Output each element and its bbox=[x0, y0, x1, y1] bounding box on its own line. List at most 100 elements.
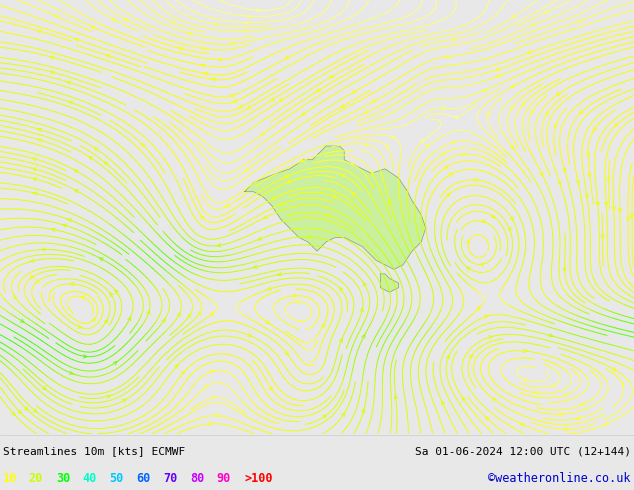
FancyArrowPatch shape bbox=[527, 50, 531, 54]
FancyArrowPatch shape bbox=[69, 371, 74, 374]
FancyArrowPatch shape bbox=[271, 98, 275, 101]
FancyArrowPatch shape bbox=[466, 241, 469, 245]
FancyArrowPatch shape bbox=[147, 311, 150, 314]
Text: 20: 20 bbox=[29, 472, 42, 485]
Text: 60: 60 bbox=[136, 472, 150, 485]
FancyArrowPatch shape bbox=[601, 235, 604, 239]
FancyArrowPatch shape bbox=[362, 409, 365, 413]
Polygon shape bbox=[380, 274, 399, 292]
FancyArrowPatch shape bbox=[49, 71, 55, 74]
FancyArrowPatch shape bbox=[67, 81, 71, 84]
Text: 90: 90 bbox=[217, 472, 231, 485]
FancyArrowPatch shape bbox=[452, 141, 456, 144]
FancyArrowPatch shape bbox=[110, 293, 113, 296]
Text: ©weatheronline.co.uk: ©weatheronline.co.uk bbox=[488, 472, 631, 485]
FancyArrowPatch shape bbox=[210, 370, 215, 373]
FancyArrowPatch shape bbox=[594, 127, 597, 130]
FancyArrowPatch shape bbox=[115, 290, 119, 294]
FancyArrowPatch shape bbox=[524, 379, 527, 382]
FancyArrowPatch shape bbox=[256, 9, 260, 12]
FancyArrowPatch shape bbox=[212, 395, 216, 399]
FancyArrowPatch shape bbox=[247, 106, 251, 109]
FancyArrowPatch shape bbox=[30, 259, 34, 262]
FancyArrowPatch shape bbox=[462, 397, 465, 401]
FancyArrowPatch shape bbox=[549, 334, 553, 337]
FancyArrowPatch shape bbox=[178, 47, 183, 50]
FancyArrowPatch shape bbox=[444, 166, 448, 169]
FancyArrowPatch shape bbox=[122, 399, 126, 403]
FancyArrowPatch shape bbox=[588, 173, 592, 177]
FancyArrowPatch shape bbox=[486, 113, 489, 116]
FancyArrowPatch shape bbox=[630, 215, 634, 218]
FancyArrowPatch shape bbox=[618, 208, 621, 212]
FancyArrowPatch shape bbox=[563, 393, 568, 396]
FancyArrowPatch shape bbox=[626, 217, 630, 220]
FancyArrowPatch shape bbox=[20, 319, 24, 322]
FancyArrowPatch shape bbox=[216, 414, 220, 417]
Text: 50: 50 bbox=[110, 472, 124, 485]
FancyArrowPatch shape bbox=[533, 392, 538, 395]
FancyArrowPatch shape bbox=[295, 300, 299, 303]
FancyArrowPatch shape bbox=[127, 318, 131, 321]
FancyArrowPatch shape bbox=[106, 55, 110, 58]
FancyArrowPatch shape bbox=[585, 195, 588, 198]
FancyArrowPatch shape bbox=[508, 227, 511, 231]
FancyArrowPatch shape bbox=[339, 288, 343, 291]
FancyArrowPatch shape bbox=[545, 10, 548, 13]
FancyArrowPatch shape bbox=[482, 220, 486, 222]
FancyArrowPatch shape bbox=[204, 72, 208, 75]
FancyArrowPatch shape bbox=[292, 294, 296, 297]
FancyArrowPatch shape bbox=[604, 202, 608, 205]
FancyArrowPatch shape bbox=[177, 313, 180, 317]
FancyArrowPatch shape bbox=[612, 368, 616, 371]
FancyArrowPatch shape bbox=[264, 215, 268, 218]
FancyArrowPatch shape bbox=[325, 214, 330, 217]
FancyArrowPatch shape bbox=[247, 15, 252, 18]
FancyArrowPatch shape bbox=[18, 410, 22, 414]
FancyArrowPatch shape bbox=[210, 313, 214, 317]
Text: 70: 70 bbox=[164, 472, 178, 485]
FancyArrowPatch shape bbox=[201, 216, 205, 220]
FancyArrowPatch shape bbox=[372, 99, 376, 102]
FancyArrowPatch shape bbox=[510, 145, 514, 149]
FancyArrowPatch shape bbox=[342, 413, 345, 416]
FancyArrowPatch shape bbox=[540, 172, 543, 175]
Text: 30: 30 bbox=[56, 472, 70, 485]
FancyArrowPatch shape bbox=[323, 415, 327, 418]
FancyArrowPatch shape bbox=[475, 178, 479, 181]
FancyArrowPatch shape bbox=[546, 112, 549, 115]
FancyArrowPatch shape bbox=[467, 267, 470, 270]
FancyArrowPatch shape bbox=[615, 123, 618, 126]
FancyArrowPatch shape bbox=[321, 324, 325, 327]
FancyArrowPatch shape bbox=[330, 75, 333, 78]
FancyArrowPatch shape bbox=[455, 116, 458, 119]
FancyArrowPatch shape bbox=[386, 146, 389, 149]
FancyArrowPatch shape bbox=[269, 387, 273, 391]
FancyArrowPatch shape bbox=[113, 362, 117, 365]
FancyArrowPatch shape bbox=[479, 263, 484, 266]
FancyArrowPatch shape bbox=[285, 351, 288, 355]
FancyArrowPatch shape bbox=[53, 15, 58, 18]
FancyArrowPatch shape bbox=[363, 283, 366, 287]
FancyArrowPatch shape bbox=[94, 147, 98, 151]
FancyArrowPatch shape bbox=[442, 401, 444, 405]
FancyArrowPatch shape bbox=[365, 110, 368, 113]
FancyArrowPatch shape bbox=[92, 318, 95, 322]
FancyArrowPatch shape bbox=[174, 365, 178, 368]
FancyArrowPatch shape bbox=[463, 153, 467, 156]
FancyArrowPatch shape bbox=[70, 282, 74, 286]
FancyArrowPatch shape bbox=[531, 110, 534, 114]
FancyArrowPatch shape bbox=[563, 268, 566, 271]
FancyArrowPatch shape bbox=[141, 144, 145, 147]
FancyArrowPatch shape bbox=[511, 84, 515, 88]
FancyArrowPatch shape bbox=[261, 131, 265, 135]
FancyArrowPatch shape bbox=[440, 106, 444, 110]
FancyArrowPatch shape bbox=[420, 140, 424, 143]
FancyArrowPatch shape bbox=[272, 196, 276, 199]
FancyArrowPatch shape bbox=[32, 158, 37, 161]
FancyArrowPatch shape bbox=[32, 178, 37, 181]
Text: >100: >100 bbox=[244, 472, 273, 485]
FancyArrowPatch shape bbox=[302, 112, 306, 115]
FancyArrowPatch shape bbox=[37, 128, 42, 131]
FancyArrowPatch shape bbox=[425, 145, 429, 148]
